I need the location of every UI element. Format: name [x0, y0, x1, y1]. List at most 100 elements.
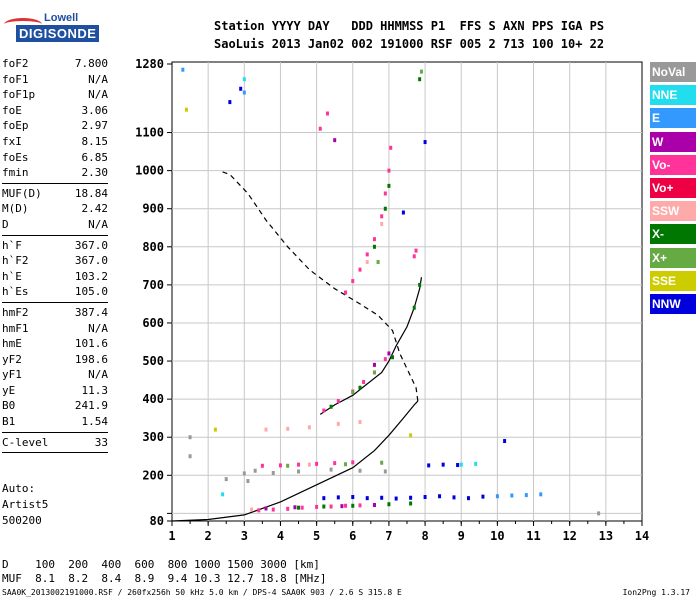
echo-point-vo	[351, 460, 355, 465]
echo-point-x	[391, 355, 395, 360]
y-tick-label: 700	[142, 278, 164, 292]
legend-item-vo: Vo+	[650, 177, 696, 198]
echo-point-nnw	[452, 495, 456, 500]
auto-line1: Auto:	[2, 482, 36, 495]
x-tick-label: 8	[421, 529, 428, 543]
echo-point-x	[351, 390, 355, 395]
param-key: h`F2	[2, 254, 29, 268]
param-row: h`F2 367.0	[2, 253, 108, 269]
param-value: 105.0	[74, 285, 108, 299]
echo-point-nnw	[239, 86, 243, 91]
y-tick-label: 1000	[135, 164, 164, 178]
param-key: B1	[2, 415, 16, 429]
echo-point-noval	[188, 435, 192, 440]
logo-line2: DIGISONDE	[16, 25, 100, 42]
param-value: 367.0	[74, 238, 108, 252]
legend-item-x: X+	[650, 247, 696, 268]
param-row: hmE 101.6	[2, 336, 108, 352]
echo-point-e	[510, 493, 514, 498]
y-tick-label: 300	[142, 430, 164, 444]
y-tick-label: 1280	[135, 57, 164, 71]
echo-point-nnw	[503, 439, 507, 444]
param-row: yE 11.3	[2, 383, 108, 399]
echo-point-w	[340, 504, 344, 509]
echo-point-nnw	[456, 463, 460, 468]
echo-point-noval	[358, 468, 362, 473]
param-row: h`E 103.2	[2, 269, 108, 285]
echo-point-nnw	[409, 495, 413, 500]
legend-item-noval: NoVal	[650, 62, 696, 82]
echo-point-vo	[257, 508, 261, 513]
echo-point-vo	[336, 399, 340, 404]
param-key: hmE	[2, 337, 22, 351]
param-key: foF1p	[2, 88, 36, 102]
param-value: 33	[94, 435, 108, 449]
x-tick-label: 9	[458, 529, 465, 543]
param-row: h`Es 105.0	[2, 284, 108, 300]
echo-point-vo	[333, 461, 337, 466]
param-row: foE 3.06	[2, 103, 108, 119]
param-value: N/A	[88, 217, 108, 231]
param-key: foE	[2, 103, 22, 117]
param-value: N/A	[88, 72, 108, 86]
echo-point-vo	[286, 506, 290, 511]
legend-item-vo: Vo-	[650, 154, 696, 175]
echo-point-x	[322, 504, 326, 509]
echo-point-e	[495, 494, 499, 499]
param-row: fxI 8.15	[2, 134, 108, 150]
param-row: hmF2 387.4	[2, 305, 108, 321]
f2-trace-fit	[319, 277, 423, 415]
param-row: MUF(D) 18.84	[2, 186, 108, 202]
echo-point-nnw	[380, 495, 384, 500]
echo-point-ssw	[380, 221, 384, 226]
param-value: 18.84	[74, 186, 108, 200]
echo-point-vo	[329, 504, 333, 509]
param-key: foF1	[2, 72, 29, 86]
echo-point-nnw	[401, 210, 405, 215]
x-tick-label: 10	[490, 529, 504, 543]
param-value: 387.4	[74, 305, 108, 319]
echo-point-vo	[344, 503, 348, 508]
param-separator	[2, 182, 108, 184]
echo-point-ssw	[307, 425, 311, 430]
echo-point-vo	[271, 507, 275, 512]
echo-point-e	[524, 493, 528, 498]
echo-point-x	[387, 183, 391, 188]
param-value: N/A	[88, 88, 108, 102]
param-row: yF1 N/A	[2, 367, 108, 383]
param-key: D	[2, 217, 9, 231]
footer-version: Ion2Png 1.3.17	[622, 588, 690, 597]
param-separator	[2, 431, 108, 433]
echo-point-e	[539, 492, 543, 497]
footer-file-info: SAA0K_2013002191000.RSF / 260fx256h 50 k…	[2, 588, 402, 597]
x-tick-label: 6	[349, 529, 356, 543]
echo-point-x	[380, 460, 384, 465]
param-value: 3.06	[81, 103, 109, 117]
echo-point-ssw	[358, 419, 362, 424]
autoscaling-info: Auto: Artist5 500200	[2, 481, 48, 529]
echo-point-vo	[387, 168, 391, 173]
param-value: 198.6	[74, 352, 108, 366]
param-value: 367.0	[74, 254, 108, 268]
param-key: yF2	[2, 352, 22, 366]
y-tick-label: 80	[150, 514, 164, 528]
echo-point-x	[387, 502, 391, 507]
param-row: h`F 367.0	[2, 238, 108, 254]
param-key: MUF(D)	[2, 186, 42, 200]
param-key: h`E	[2, 269, 22, 283]
echo-point-nnw	[336, 495, 340, 500]
echo-point-x	[344, 462, 348, 467]
electron-density-profile-topside	[218, 170, 419, 402]
param-row: foF1 N/A	[2, 72, 108, 88]
legend-item-w: W	[650, 131, 696, 152]
echo-point-vo	[325, 111, 329, 116]
echo-point-nnw	[427, 463, 431, 468]
param-value: 2.30	[81, 166, 109, 180]
y-tick-label: 900	[142, 202, 164, 216]
param-value: 2.97	[81, 119, 109, 133]
y-tick-label: 600	[142, 316, 164, 330]
muf-frequency-row: MUF 8.1 8.2 8.4 8.9 9.4 10.3 12.7 18.8 […	[2, 572, 327, 585]
param-row: foEp 2.97	[2, 118, 108, 134]
echo-point-x	[372, 370, 376, 375]
param-value: 241.9	[74, 399, 108, 413]
